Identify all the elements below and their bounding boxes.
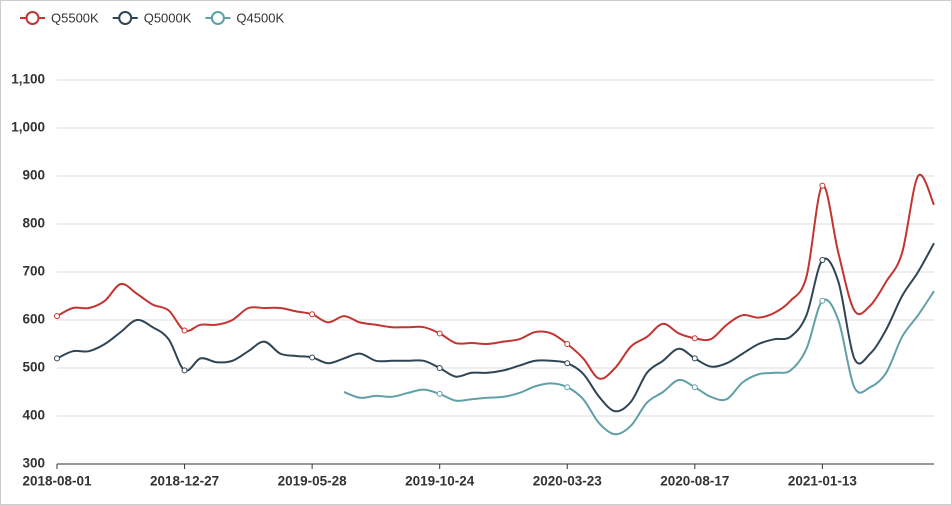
legend-icon: [118, 11, 133, 25]
legend: Q5500K Q5000K Q4500K: [20, 10, 284, 25]
point: [436, 330, 443, 337]
x-tick-label: 2019-10-24: [405, 474, 475, 489]
point: [691, 355, 698, 362]
x-tick-label: 2019-05-28: [278, 474, 348, 489]
series-line: [56, 173, 935, 380]
legend-label: Q4500K: [236, 10, 284, 25]
point: [564, 360, 571, 367]
legend-icon: [25, 11, 40, 25]
point: [819, 257, 826, 263]
point: [436, 365, 443, 371]
point: [691, 335, 698, 342]
point: [691, 384, 698, 391]
legend-label: Q5500K: [51, 10, 99, 25]
point: [819, 297, 826, 304]
y-tick-label: 700: [22, 264, 45, 279]
point: [564, 384, 571, 391]
point: [309, 354, 316, 361]
x-tick-label: 2021-01-13: [788, 474, 858, 489]
y-tick-label: 300: [22, 456, 45, 471]
x-tick-label: 2020-03-23: [533, 474, 603, 489]
point: [54, 313, 60, 320]
series-line: [56, 242, 935, 413]
legend-icon: [210, 11, 225, 25]
point: [181, 367, 188, 374]
y-tick-label: 900: [22, 168, 45, 183]
point: [54, 355, 60, 362]
y-tick-label: 1,000: [11, 120, 45, 135]
point: [819, 182, 826, 189]
x-tick-label: 2018-08-01: [22, 474, 92, 489]
point: [309, 311, 316, 318]
y-tick-label: 400: [22, 408, 45, 423]
x-tick-label: 2020-08-17: [660, 474, 729, 489]
x-tick-label: 2018-12-27: [150, 474, 219, 489]
point: [181, 327, 188, 334]
legend-label: Q5000K: [144, 10, 192, 25]
y-tick-label: 500: [22, 360, 45, 375]
y-tick-label: 1,100: [11, 72, 45, 87]
point: [564, 341, 571, 347]
y-tick-label: 800: [22, 216, 45, 231]
y-tick-label: 600: [22, 312, 45, 327]
point: [436, 390, 443, 397]
